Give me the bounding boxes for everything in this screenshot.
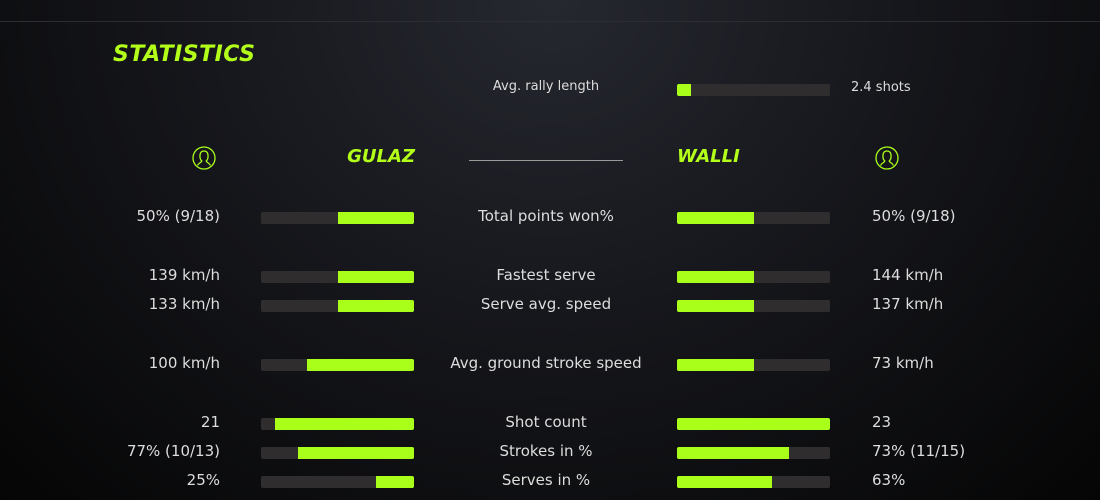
stat-label: Strokes in % xyxy=(499,442,593,460)
stat-row: 77% (10/13) Strokes in % 73% (11/15) xyxy=(0,442,1100,462)
right-bar xyxy=(677,300,830,312)
stat-row: 25% Serves in % 63% xyxy=(0,471,1100,491)
right-bar xyxy=(677,418,830,430)
right-bar xyxy=(677,476,830,488)
user-icon xyxy=(875,146,899,170)
left-bar-fill xyxy=(274,418,414,430)
stat-label: Serve avg. speed xyxy=(480,295,612,313)
stat-label: Fastest serve xyxy=(496,266,596,284)
stat-row: 139 km/h Fastest serve 144 km/h xyxy=(0,266,1100,286)
player-right-name: WALLI xyxy=(677,146,740,167)
left-bar-fill xyxy=(337,300,414,312)
left-bar xyxy=(261,418,414,430)
right-bar-fill xyxy=(677,300,754,312)
stat-label: Serves in % xyxy=(501,471,591,489)
stat-label: Avg. rally length xyxy=(492,79,600,94)
player-left-name: GULAZ xyxy=(347,146,415,167)
rally-value: 2.4 shots xyxy=(851,80,911,95)
right-bar-fill xyxy=(677,418,830,430)
user-icon xyxy=(192,146,216,170)
left-bar xyxy=(261,359,414,371)
left-bar xyxy=(261,447,414,459)
right-value: 63% xyxy=(872,471,906,489)
left-bar-fill xyxy=(337,271,414,283)
right-bar-fill xyxy=(677,359,754,371)
left-value: 139 km/h xyxy=(148,266,220,284)
right-value: 50% (9/18) xyxy=(872,207,956,225)
right-bar xyxy=(677,271,830,283)
right-bar-fill xyxy=(677,212,754,224)
stat-row: 100 km/h Avg. ground stroke speed 73 km/… xyxy=(0,354,1100,374)
right-bar-fill xyxy=(677,447,789,459)
right-value: 73 km/h xyxy=(872,354,934,372)
rally-bar-fill xyxy=(677,84,691,96)
right-value: 137 km/h xyxy=(872,295,944,313)
left-bar xyxy=(261,212,414,224)
right-bar xyxy=(677,447,830,459)
stat-label: Shot count xyxy=(505,413,587,431)
page-title: STATISTICS xyxy=(113,42,256,67)
stat-row-rally: Avg. rally length 2.4 shots xyxy=(0,79,1100,99)
right-bar xyxy=(677,212,830,224)
stat-row: 133 km/h Serve avg. speed 137 km/h xyxy=(0,295,1100,315)
left-bar xyxy=(261,300,414,312)
left-value: 50% (9/18) xyxy=(136,207,221,225)
left-bar-fill xyxy=(306,359,414,371)
top-divider xyxy=(0,21,1100,22)
rally-bar xyxy=(677,84,830,96)
left-bar xyxy=(261,271,414,283)
stat-row: 21 Shot count 23 xyxy=(0,413,1100,433)
left-bar xyxy=(261,476,414,488)
left-value: 133 km/h xyxy=(148,295,220,313)
header-divider xyxy=(469,160,623,161)
stat-label: Avg. ground stroke speed xyxy=(450,354,642,372)
left-value: 100 km/h xyxy=(148,354,220,372)
right-value: 23 xyxy=(872,413,892,431)
right-bar-fill xyxy=(677,271,754,283)
left-bar-fill xyxy=(297,447,414,459)
left-bar-fill xyxy=(337,212,414,224)
left-bar-fill xyxy=(375,476,414,488)
stat-row: 50% (9/18) Total points won% 50% (9/18) xyxy=(0,207,1100,227)
right-bar-fill xyxy=(677,476,772,488)
right-value: 73% (11/15) xyxy=(872,442,966,460)
stat-label: Total points won% xyxy=(478,207,614,225)
left-value: 25% xyxy=(186,471,220,489)
left-value: 21 xyxy=(200,413,220,431)
right-value: 144 km/h xyxy=(872,266,944,284)
right-bar xyxy=(677,359,830,371)
left-value: 77% (10/13) xyxy=(126,442,220,460)
